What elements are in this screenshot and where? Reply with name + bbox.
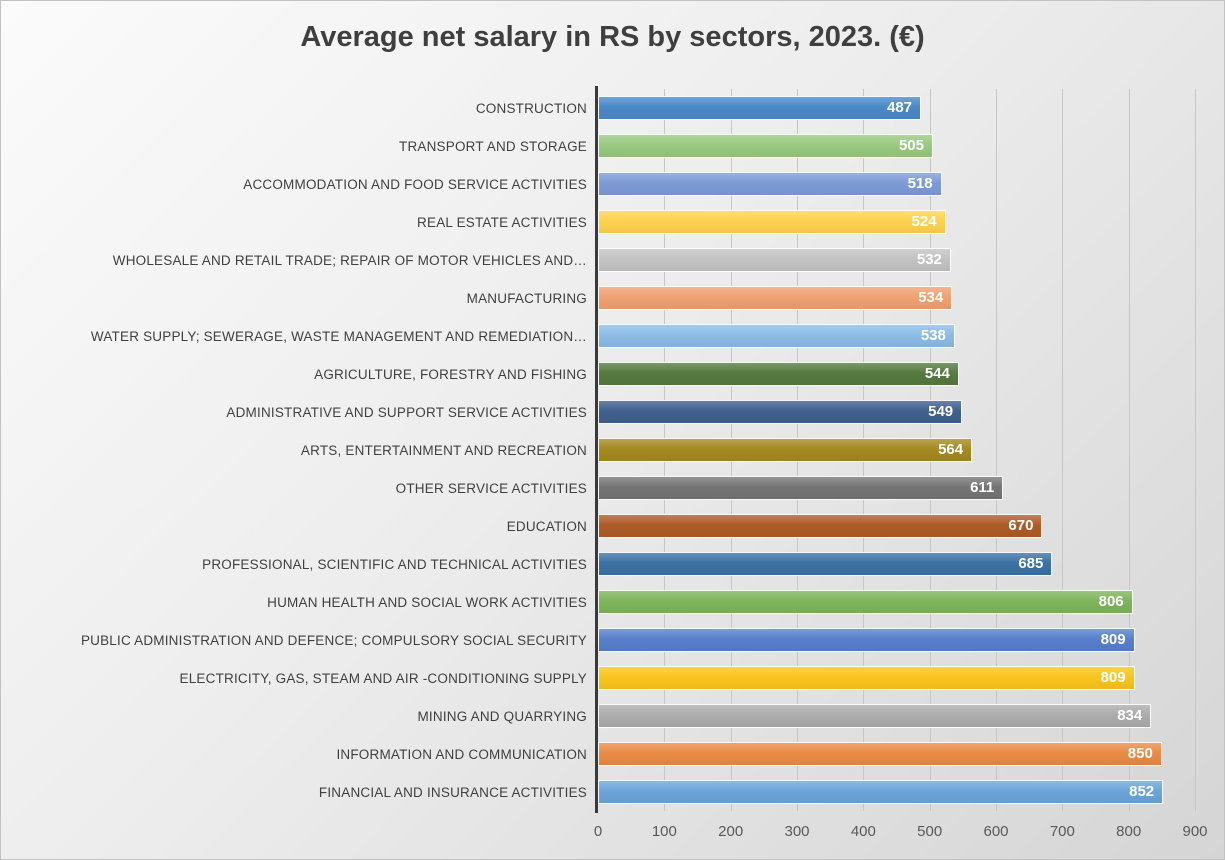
- category-label: ELECTRICITY, GAS, STEAM AND AIR -CONDITI…: [179, 670, 587, 686]
- bar-value-label: 850: [1127, 745, 1153, 762]
- bar-value-label: 538: [920, 327, 946, 344]
- bar-17: 850: [598, 742, 1162, 766]
- bar-9: 564: [598, 438, 973, 462]
- bar-12: 685: [598, 552, 1053, 576]
- bar-1: 505: [598, 134, 933, 158]
- bar-value-label: 487: [887, 99, 913, 116]
- x-tick-label: 400: [850, 823, 876, 840]
- gridline-700: [1062, 89, 1064, 811]
- bar-13: 806: [598, 590, 1133, 614]
- bar-6: 538: [598, 324, 955, 348]
- category-label: AGRICULTURE, FORESTRY AND FISHING: [314, 366, 587, 382]
- category-label: PROFESSIONAL, SCIENTIFIC AND TECHNICAL A…: [202, 556, 587, 572]
- bar-8: 549: [598, 400, 963, 424]
- category-label: EDUCATION: [506, 518, 587, 534]
- x-tick-label: 700: [1049, 823, 1075, 840]
- category-label: WHOLESALE AND RETAIL TRADE; REPAIR OF MO…: [112, 252, 587, 268]
- bar-value-label: 809: [1100, 669, 1126, 686]
- bar-2: 518: [598, 172, 942, 196]
- x-tick-label: 800: [1116, 823, 1142, 840]
- chart-title: Average net salary in RS by sectors, 202…: [300, 21, 925, 53]
- bar-value-label: 534: [918, 289, 944, 306]
- category-label: INFORMATION AND COMMUNICATION: [336, 746, 587, 762]
- bar-14: 809: [598, 628, 1135, 652]
- bar-15: 809: [598, 666, 1135, 690]
- category-label: ADMINISTRATIVE AND SUPPORT SERVICE ACTIV…: [226, 404, 587, 420]
- bar-value-label: 505: [898, 137, 924, 154]
- bar-value-label: 544: [924, 365, 950, 382]
- bar-4: 532: [598, 248, 951, 272]
- x-tick-label: 200: [718, 823, 744, 840]
- category-label: WATER SUPPLY; SEWERAGE, WASTE MANAGEMENT…: [90, 328, 587, 344]
- plot-area: 487 505 518 524 532 534 538 544 549 564 611 670 685 8…: [598, 89, 1196, 811]
- bar-value-label: 806: [1098, 593, 1124, 610]
- x-tick-label: 100: [651, 823, 677, 840]
- bar-5: 534: [598, 286, 953, 310]
- bar-3: 524: [598, 210, 946, 234]
- category-label: HUMAN HEALTH AND SOCIAL WORK ACTIVITIES: [267, 594, 587, 610]
- gridline-600: [996, 89, 997, 811]
- value-axis-line: [595, 86, 598, 813]
- bar-16: 834: [598, 704, 1152, 728]
- category-label: FINANCIAL AND INSURANCE ACTIVITIES: [318, 784, 587, 800]
- category-label: ACCOMMODATION AND FOOD SERVICE ACTIVITIE…: [243, 176, 587, 192]
- category-label: TRANSPORT AND STORAGE: [399, 138, 587, 154]
- bar-value-label: 834: [1117, 707, 1143, 724]
- x-tick-label: 300: [784, 823, 810, 840]
- bar-value-label: 685: [1018, 555, 1044, 572]
- category-label: CONSTRUCTION: [475, 100, 587, 116]
- bar-0: 487: [598, 96, 922, 120]
- gridline-800: [1128, 89, 1130, 811]
- bar-value-label: 549: [928, 403, 954, 420]
- bar-value-label: 809: [1100, 631, 1126, 648]
- gridline-900: [1195, 89, 1196, 811]
- bar-value-label: 518: [907, 175, 933, 192]
- bar-18: 852: [598, 780, 1164, 804]
- bar-value-label: 611: [970, 479, 995, 496]
- bar-value-label: 852: [1129, 783, 1155, 800]
- category-label: MINING AND QUARRYING: [417, 708, 587, 724]
- bar-value-label: 564: [938, 441, 964, 458]
- category-label: MANUFACTURING: [466, 290, 587, 306]
- bar-value-label: 524: [911, 213, 937, 230]
- x-tick-label: 600: [983, 823, 1009, 840]
- category-label: REAL ESTATE ACTIVITIES: [417, 214, 587, 230]
- category-label: ARTS, ENTERTAINMENT AND RECREATION: [300, 442, 587, 458]
- x-tick-label: 500: [917, 823, 943, 840]
- bar-value-label: 670: [1008, 517, 1034, 534]
- bar-11: 670: [598, 514, 1043, 538]
- category-label: OTHER SERVICE ACTIVITIES: [395, 480, 587, 496]
- x-tick-label: 0: [593, 823, 603, 840]
- category-label: PUBLIC ADMINISTRATION AND DEFENCE; COMPU…: [80, 632, 587, 648]
- bar-7: 544: [598, 362, 959, 386]
- bar-value-label: 532: [916, 251, 942, 268]
- x-tick-label: 900: [1182, 823, 1208, 840]
- bar-10: 611: [598, 476, 1004, 500]
